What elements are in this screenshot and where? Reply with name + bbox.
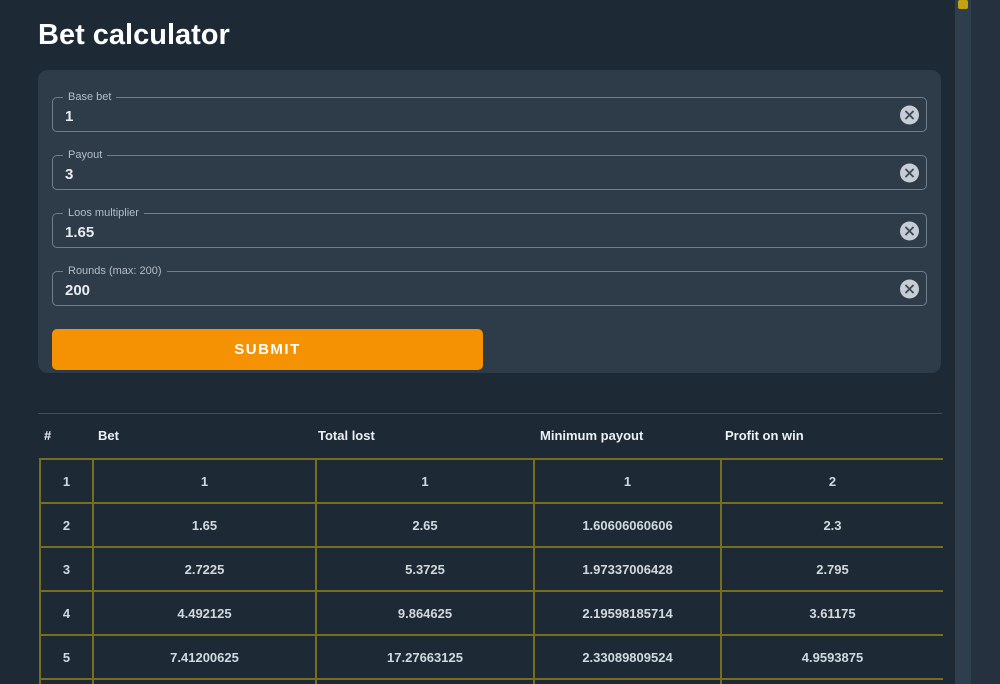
loss-multiplier-field: Loos multiplier <box>52 206 927 248</box>
results-table-container: 1 1 1 1 2 2 1.65 2.65 1.60606060606 2.3 … <box>39 458 943 684</box>
payout-clear-button[interactable] <box>900 163 919 182</box>
table-cell: 1 <box>315 458 535 504</box>
loss-multiplier-input[interactable] <box>53 214 926 247</box>
table-row: 4 4.492125 9.864625 2.19598185714 3.6117… <box>39 590 943 636</box>
base-bet-clear-button[interactable] <box>900 105 919 124</box>
column-header-index: # <box>44 428 52 443</box>
table-cell <box>315 678 535 684</box>
payout-input[interactable] <box>53 156 926 189</box>
table-cell: 1.65 <box>92 502 317 548</box>
table-cell: 2.795 <box>720 546 943 592</box>
table-cell: 2.33089809524 <box>533 634 722 680</box>
column-header-total-lost: Total lost <box>318 428 375 443</box>
scrollbar-thumb[interactable] <box>958 0 968 9</box>
table-row: 1 1 1 1 2 <box>39 458 943 504</box>
table-row: 5 7.41200625 17.27663125 2.33089809524 4… <box>39 634 943 680</box>
column-header-minimum-payout: Minimum payout <box>540 428 644 443</box>
page-title: Bet calculator <box>38 19 230 51</box>
table-row: 2 1.65 2.65 1.60606060606 2.3 <box>39 502 943 548</box>
table-cell: 5.3725 <box>315 546 535 592</box>
table-cell: 1 <box>533 458 722 504</box>
table-cell: 4.9593875 <box>720 634 943 680</box>
table-cell: 1.97337006428 <box>533 546 722 592</box>
table-cell: 2.65 <box>315 502 535 548</box>
table-cell <box>92 678 317 684</box>
table-cell: 2.3 <box>720 502 943 548</box>
clear-x-icon <box>905 168 914 177</box>
results-table: 1 1 1 1 2 2 1.65 2.65 1.60606060606 2.3 … <box>39 458 943 684</box>
rounds-clear-button[interactable] <box>900 279 919 298</box>
table-cell: 2.7225 <box>92 546 317 592</box>
submit-button[interactable]: SUBMIT <box>52 329 483 370</box>
table-cell: 2 <box>720 458 943 504</box>
table-cell <box>720 678 943 684</box>
clear-x-icon <box>905 226 914 235</box>
base-bet-field: Base bet <box>52 90 927 132</box>
table-cell: 17.27663125 <box>315 634 535 680</box>
table-cell: 4.492125 <box>92 590 317 636</box>
clear-x-icon <box>905 110 914 119</box>
rounds-input[interactable] <box>53 272 926 305</box>
loss-multiplier-clear-button[interactable] <box>900 221 919 240</box>
table-cell: 4 <box>39 590 94 636</box>
table-cell: 2 <box>39 502 94 548</box>
scrollbar-track[interactable] <box>955 0 971 684</box>
table-cell: 1 <box>92 458 317 504</box>
bet-calculator-form: Base bet Payout Loos multiplier Rounds (… <box>38 70 941 373</box>
rounds-field: Rounds (max: 200) <box>52 264 927 306</box>
table-cell: 2.19598185714 <box>533 590 722 636</box>
table-row: 3 2.7225 5.3725 1.97337006428 2.795 <box>39 546 943 592</box>
table-row-partial <box>39 678 943 684</box>
table-cell: 3.61175 <box>720 590 943 636</box>
table-cell: 7.41200625 <box>92 634 317 680</box>
table-partial-row-body <box>39 678 943 684</box>
table-cell: 3 <box>39 546 94 592</box>
table-body: 1 1 1 1 2 2 1.65 2.65 1.60606060606 2.3 … <box>39 458 943 680</box>
table-cell <box>533 678 722 684</box>
column-header-profit-on-win: Profit on win <box>725 428 804 443</box>
table-cell: 5 <box>39 634 94 680</box>
payout-field: Payout <box>52 148 927 190</box>
results-table-header: # Bet Total lost Minimum payout Profit o… <box>38 413 942 458</box>
table-cell <box>39 678 94 684</box>
base-bet-input[interactable] <box>53 98 926 131</box>
clear-x-icon <box>905 284 914 293</box>
column-header-bet: Bet <box>98 428 119 443</box>
page-right-margin <box>971 0 1000 684</box>
table-cell: 9.864625 <box>315 590 535 636</box>
table-cell: 1 <box>39 458 94 504</box>
table-cell: 1.60606060606 <box>533 502 722 548</box>
